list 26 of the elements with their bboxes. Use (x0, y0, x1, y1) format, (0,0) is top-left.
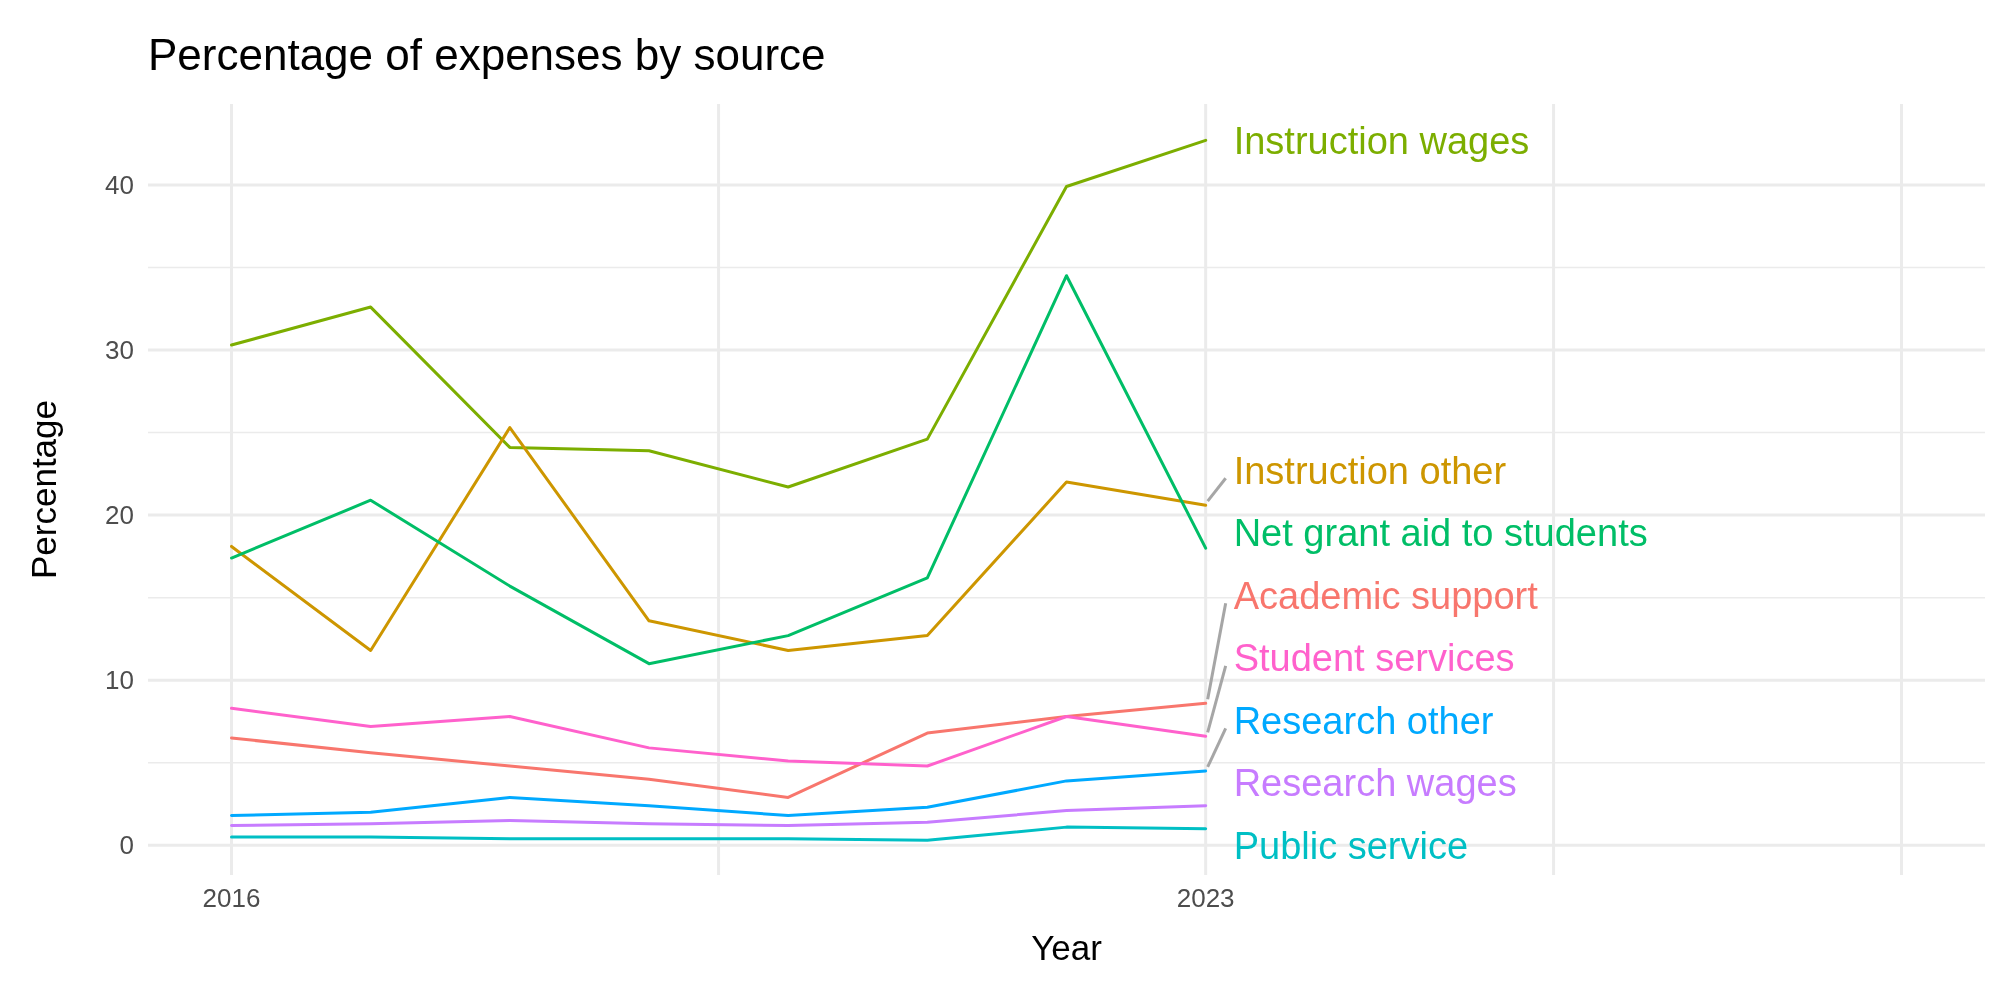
series-label: Instruction wages (1233, 119, 1530, 162)
series-label: Instruction other (1233, 449, 1507, 492)
y-tick-label: 10 (105, 665, 134, 696)
line-series (230, 804, 1208, 827)
series-label: Research other (1233, 699, 1494, 742)
line-series (230, 706, 1208, 768)
series-label: Research wages (1233, 762, 1517, 805)
line-series (230, 769, 1208, 818)
line-series (230, 825, 1208, 842)
x-axis-title: Year (1031, 928, 1103, 967)
line-series (230, 701, 1208, 799)
y-axis-title: Percentage (24, 399, 63, 580)
y-tick-label: 0 (119, 830, 134, 861)
line-series (230, 138, 1208, 489)
x-tick-label: 2016 (202, 883, 261, 913)
x-tick-label: 2023 (1176, 883, 1235, 913)
y-tick-label: 40 (105, 170, 134, 200)
chart-title: Percentage of expenses by source (148, 30, 826, 79)
y-tick-label: 30 (105, 335, 134, 366)
series-label: Student services (1233, 637, 1515, 680)
text: Academic support (1233, 574, 1539, 617)
series-label: Net grant aid to students (1233, 512, 1648, 555)
line-series (230, 426, 1208, 652)
y-tick-label: 20 (105, 500, 134, 531)
series-label: Public service (1233, 824, 1469, 867)
line-series (230, 274, 1208, 666)
